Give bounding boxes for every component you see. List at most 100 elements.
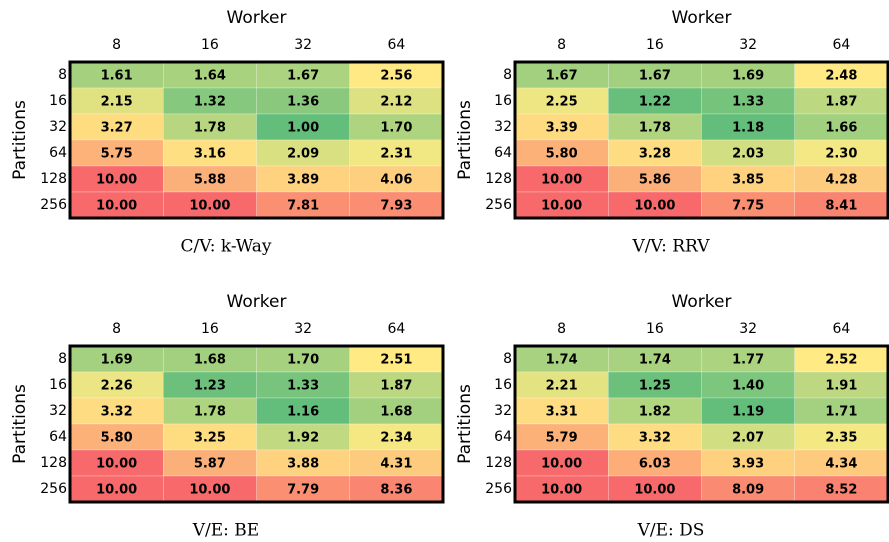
- heatmap-cell: [608, 345, 702, 373]
- cell-label: 3.93: [732, 457, 764, 472]
- heatmap-cell: [163, 191, 257, 219]
- heatmap-cell: [256, 397, 350, 425]
- heatmap-cell: [349, 397, 444, 425]
- row-label: 16: [494, 93, 512, 109]
- heatmap-cell: [349, 113, 444, 141]
- heatmap-cell: [69, 191, 164, 219]
- heatmap-cell: [514, 345, 609, 373]
- heatmap-cell: [349, 87, 444, 115]
- cell-label: 1.66: [825, 121, 857, 136]
- heatmap-cell: [349, 475, 444, 503]
- cell-label: 5.79: [546, 431, 578, 446]
- cell-label: 1.16: [287, 405, 319, 420]
- row-label: 8: [58, 67, 67, 83]
- table-border: [513, 344, 889, 504]
- heatmap-cell: [69, 61, 164, 89]
- heatmap-cell: [349, 139, 444, 167]
- heatmap-cell: [163, 113, 257, 141]
- cell-label: 1.91: [825, 379, 857, 394]
- y-axis-label: Partitions: [455, 100, 475, 180]
- heatmap-cell: [163, 61, 257, 89]
- heatmap-cell: [794, 449, 889, 477]
- cell-label: 2.52: [825, 353, 857, 368]
- row-label: 8: [503, 67, 512, 83]
- cell-label: 3.16: [194, 147, 226, 162]
- x-axis-label: Worker: [672, 8, 732, 28]
- cell-label: 10.00: [634, 483, 675, 498]
- cell-label: 7.79: [287, 483, 319, 498]
- cell-label: 1.40: [732, 379, 764, 394]
- cell-label: 1.69: [101, 353, 133, 368]
- cell-label: 3.85: [732, 173, 764, 188]
- row-label: 32: [49, 403, 67, 419]
- cell-label: 1.36: [287, 95, 319, 110]
- column-label: 64: [387, 37, 405, 53]
- heatmap-cell: [163, 165, 257, 193]
- cell-label: 7.93: [380, 199, 412, 214]
- cell-label: 4.06: [380, 173, 412, 188]
- heatmap-cell: [608, 371, 702, 399]
- y-axis-label: Partitions: [10, 384, 30, 464]
- heatmap-cell: [69, 397, 164, 425]
- row-label: 128: [40, 455, 67, 471]
- cell-label: 1.74: [639, 353, 671, 368]
- heatmap-cell: [608, 165, 702, 193]
- heatmap-cell: [608, 475, 702, 503]
- cell-label: 3.28: [639, 147, 671, 162]
- heatmap-cell: [608, 139, 702, 167]
- cell-label: 10.00: [96, 199, 137, 214]
- heatmap-cell: [701, 139, 795, 167]
- heatmap-cell: [701, 475, 795, 503]
- row-label: 32: [494, 403, 512, 419]
- cell-label: 1.64: [194, 69, 226, 84]
- row-label: 256: [485, 197, 512, 213]
- cell-label: 2.35: [825, 431, 857, 446]
- heatmap-cell: [514, 87, 609, 115]
- cell-label: 1.00: [287, 121, 319, 136]
- heatmap-cell: [256, 475, 350, 503]
- heatmap-cell: [163, 423, 257, 451]
- column-label: 64: [832, 37, 850, 53]
- heatmap-cell: [701, 113, 795, 141]
- row-label: 16: [49, 93, 67, 109]
- y-axis-label: Partitions: [455, 384, 475, 464]
- cell-label: 2.31: [380, 147, 412, 162]
- column-label: 32: [739, 321, 757, 337]
- heatmap-cell: [256, 371, 350, 399]
- column-label: 8: [557, 37, 566, 53]
- row-label: 32: [494, 119, 512, 135]
- heatmap-cell: [608, 449, 702, 477]
- heatmap-cell: [608, 87, 702, 115]
- column-label: 64: [387, 321, 405, 337]
- row-label: 8: [58, 351, 67, 367]
- cell-label: 10.00: [634, 199, 675, 214]
- cell-label: 1.70: [380, 121, 412, 136]
- heatmap-cell: [794, 191, 889, 219]
- column-label: 32: [294, 37, 312, 53]
- heatmap-cell: [608, 397, 702, 425]
- cell-label: 1.32: [194, 95, 226, 110]
- heatmap-cell: [69, 165, 164, 193]
- heatmap-cell: [608, 191, 702, 219]
- cell-label: 1.67: [639, 69, 671, 84]
- cell-label: 1.71: [825, 405, 857, 420]
- caption: V/E: BE: [192, 521, 259, 541]
- row-label: 128: [485, 455, 512, 471]
- heatmap-cell: [69, 423, 164, 451]
- x-axis-label: Worker: [672, 292, 732, 312]
- x-axis-label: Worker: [227, 8, 287, 28]
- cell-label: 10.00: [541, 173, 582, 188]
- cell-label: 8.09: [732, 483, 764, 498]
- cell-label: 1.68: [380, 405, 412, 420]
- cell-label: 10.00: [541, 199, 582, 214]
- cell-label: 3.25: [194, 431, 226, 446]
- cell-label: 3.32: [639, 431, 671, 446]
- cell-label: 8.36: [380, 483, 412, 498]
- heatmap-cell: [163, 371, 257, 399]
- cell-label: 7.75: [732, 199, 764, 214]
- cell-label: 3.88: [287, 457, 319, 472]
- heatmap-cell: [69, 449, 164, 477]
- cell-label: 2.30: [825, 147, 857, 162]
- column-label: 8: [112, 37, 121, 53]
